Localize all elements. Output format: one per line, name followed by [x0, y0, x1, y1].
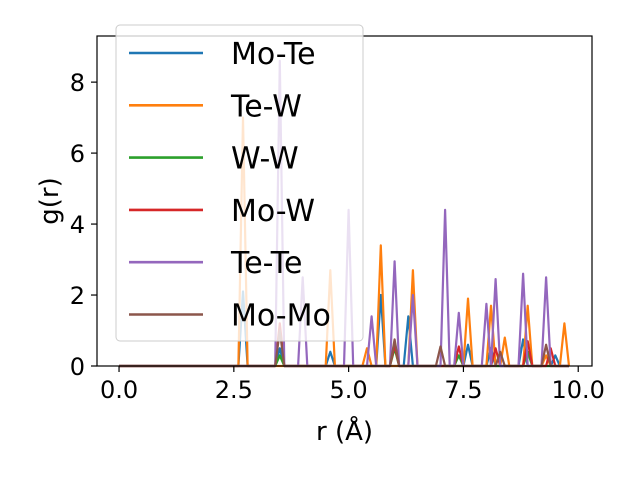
x-tick-label: 2.5 — [215, 376, 253, 404]
x-tick-label: 7.5 — [444, 376, 482, 404]
series-line-mo-mo — [119, 329, 569, 368]
legend-label: Te-Te — [230, 246, 302, 281]
y-tick-label: 6 — [70, 140, 85, 168]
legend-items: Mo-Te Te-W W-W Mo-W Te-Te Mo-Mo — [129, 37, 331, 334]
legend: Mo-Te Te-W W-W Mo-W Te-Te Mo-Mo — [115, 24, 364, 342]
y-tick-label: 0 — [70, 353, 85, 381]
x-tick-label: 0.0 — [100, 376, 138, 404]
legend-label: Mo-Mo — [231, 299, 331, 334]
y-axis-label: g(r) — [35, 177, 65, 224]
legend-label: W-W — [231, 142, 299, 177]
y-tick-label: 4 — [70, 211, 85, 239]
y-tick-label: 2 — [70, 282, 85, 310]
ticks-layer: 0.0 2.5 5.0 7.5 10.0 0 2 4 6 8 — [70, 69, 605, 404]
legend-label: Te-W — [230, 89, 302, 124]
legend-label: Mo-W — [231, 194, 315, 229]
x-axis-label: r (Å) — [316, 415, 373, 447]
legend-box — [115, 24, 364, 342]
x-tick-label: 10.0 — [552, 376, 605, 404]
legend-label: Mo-Te — [231, 37, 316, 72]
x-tick-label: 5.0 — [330, 376, 368, 404]
y-tick-label: 8 — [70, 69, 85, 97]
